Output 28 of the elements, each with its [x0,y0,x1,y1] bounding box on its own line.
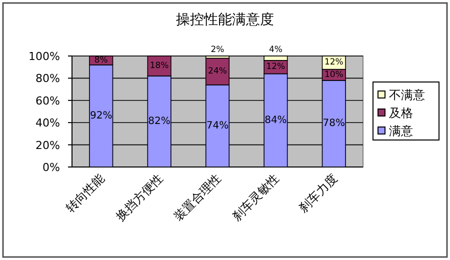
legend-label: 满意 [389,124,413,138]
y-tick-label: 20% [36,138,60,152]
data-label: 8% [94,55,108,66]
legend-label: 不满意 [389,88,425,102]
legend-label: 及格 [389,106,413,120]
x-tick-label: 转向性能 [63,171,108,216]
chart-title: 操控性能满意度 [176,12,274,28]
data-label: 12% [266,62,286,72]
y-tick-label: 40% [36,116,60,130]
data-label: 82% [148,116,170,127]
y-tick-label: 60% [36,94,60,108]
data-label: 92% [90,110,112,122]
x-tick-label: 刹车灵敏性 [229,171,282,224]
data-label: 2% [210,45,224,55]
data-label: 10% [324,70,344,80]
y-tick-label: 80% [36,72,60,86]
data-label: 18% [150,60,169,71]
data-label: 78% [322,118,346,130]
data-label: 24% [208,66,227,77]
y-tick-label: 0% [42,161,60,174]
x-tick-label: 刹车力度 [296,171,340,216]
x-tick-label: 换挡方便性 [113,171,166,224]
data-label: 74% [206,120,229,132]
data-label: 4% [268,45,282,55]
y-tick-label: 100% [28,50,60,63]
x-tick-label: 装置合理性 [171,171,224,224]
data-label: 84% [264,114,287,126]
data-label: 12% [324,58,344,68]
